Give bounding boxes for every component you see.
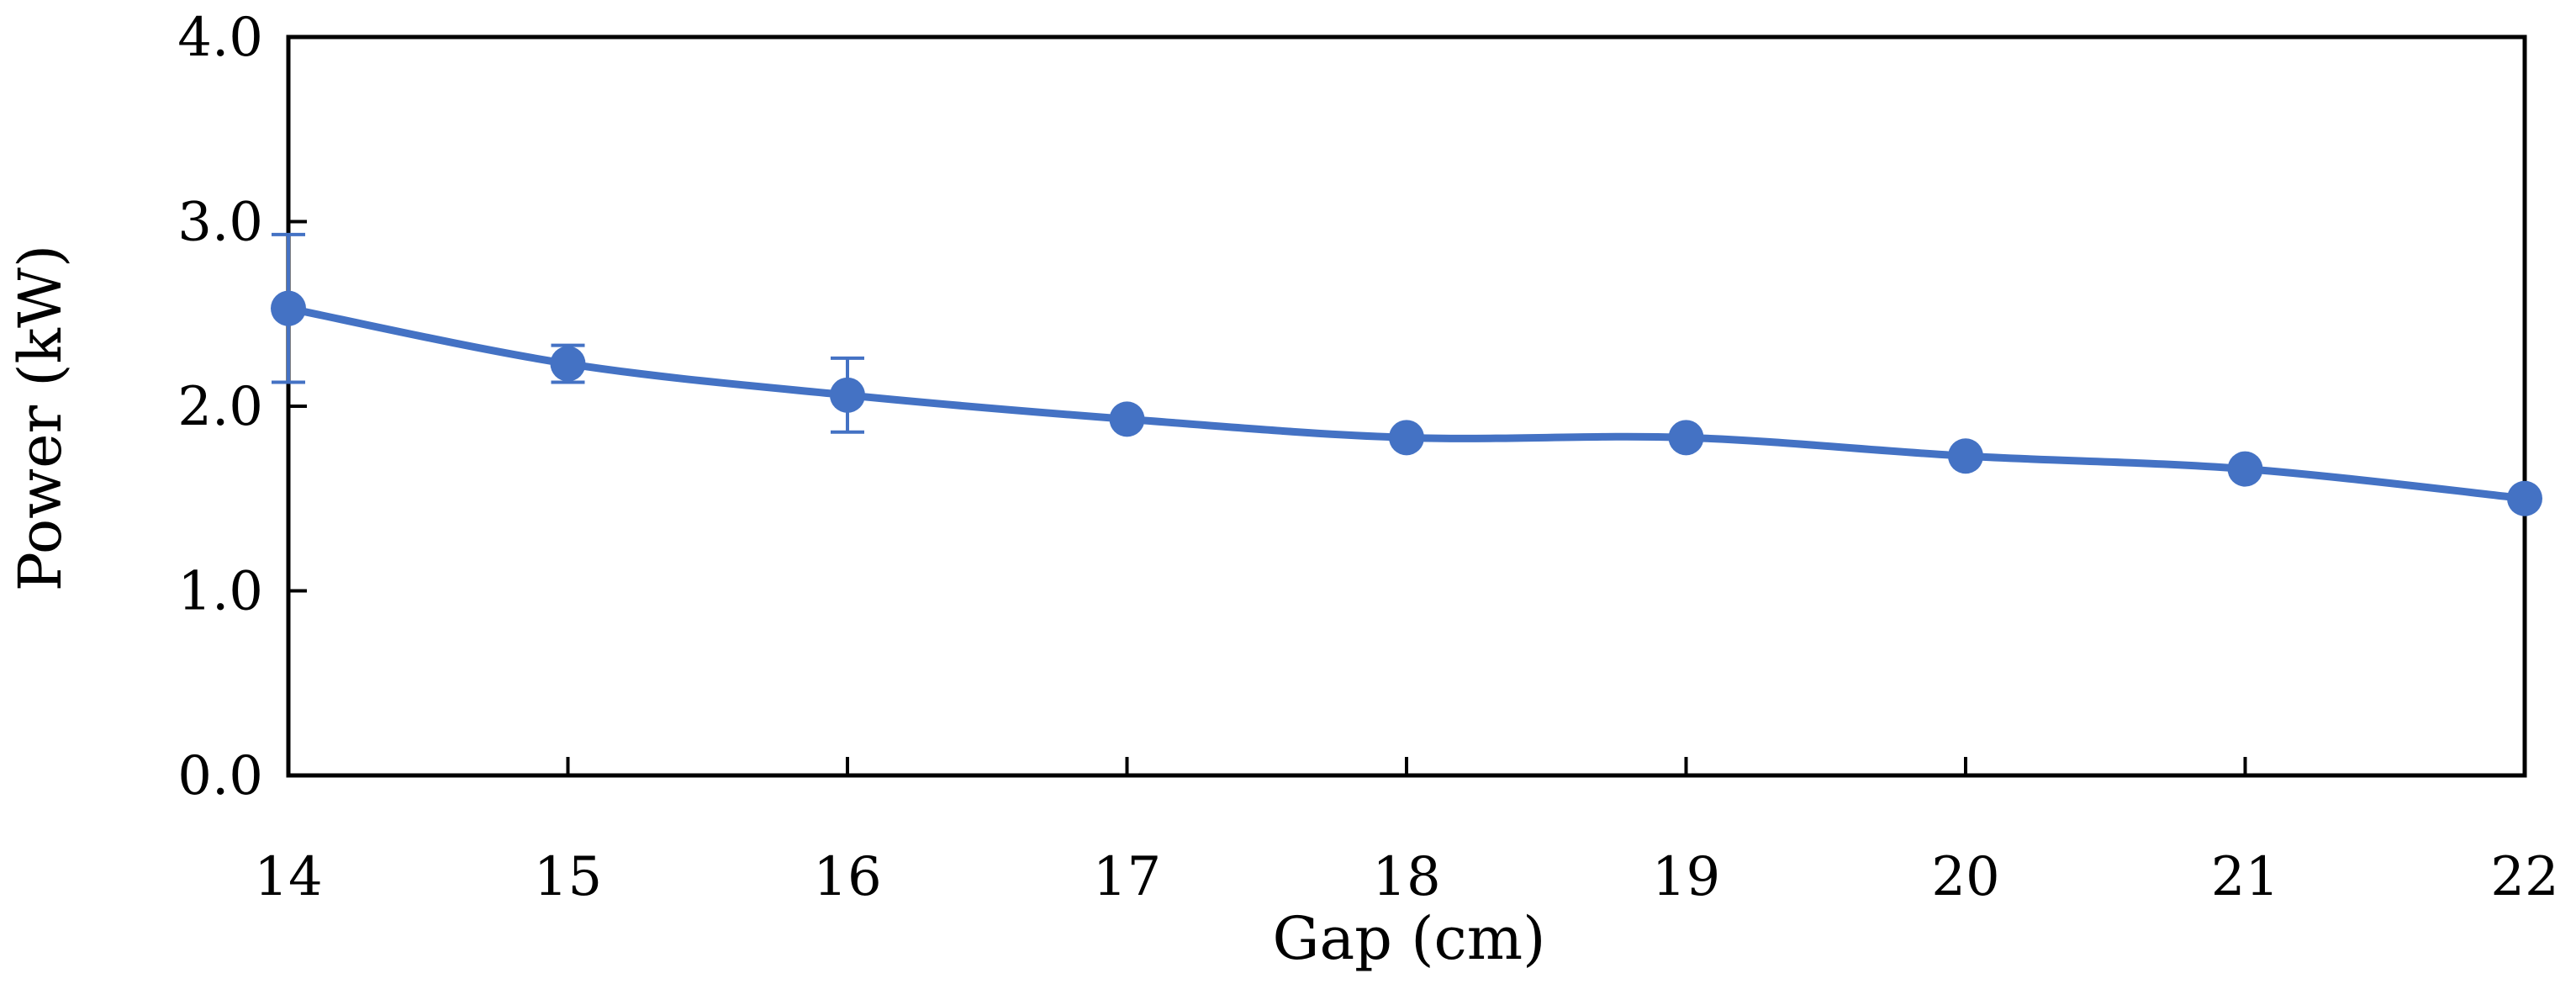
x-tick-label: 20 [1931,846,1999,908]
x-axis-title: Gap (cm) [1273,904,1546,973]
data-point [830,377,865,413]
x-tick-label: 15 [534,846,602,908]
plot-area-frame [286,34,2527,778]
series-line [284,304,2529,503]
y-tick-label: 3.0 [177,192,263,254]
data-point [271,290,306,326]
x-tick-label: 21 [2211,846,2279,908]
data-point [550,346,586,382]
y-axis-title: Power (kW) [6,245,75,591]
x-tick-label: 18 [1372,846,1440,908]
data-point [1668,420,1704,456]
data-point [2507,480,2542,516]
data-point [1948,438,1983,474]
y-tick-label: 0.0 [177,745,263,807]
x-tick-label: 19 [1652,846,1720,908]
data-point [1109,401,1145,437]
x-tick-label: 14 [254,846,322,908]
y-tick-label: 2.0 [177,376,263,438]
x-tick-label: 16 [813,846,881,908]
x-tick-label: 22 [2490,846,2558,908]
data-point [1389,420,1424,456]
y-tick-label: 1.0 [177,561,263,623]
y-tick-label: 4.0 [177,7,263,69]
data-point [2227,451,2263,487]
x-tick-label: 17 [1093,846,1161,908]
